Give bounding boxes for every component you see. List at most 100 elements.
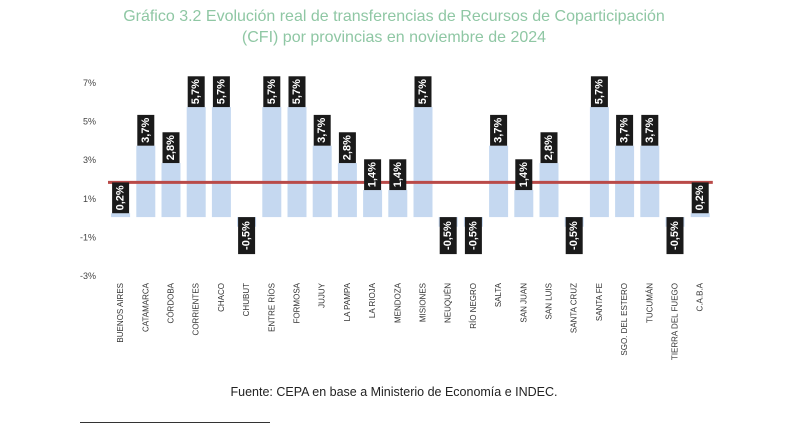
data-label-box-20 — [616, 114, 634, 146]
data-label-box-22 — [666, 217, 684, 255]
x-tick-label-5: CHUBUT — [242, 283, 251, 316]
x-tick-label-19: SANTA FE — [595, 283, 604, 321]
data-labels: 0,2% 3,7% 2,8% 5,7% 5,7% -0,5% 5,7% 5,7% 3,7% 2,8… — [112, 76, 709, 255]
data-label-text-6: 5,7% — [266, 79, 278, 104]
data-label-17: 2,8% — [540, 132, 558, 164]
data-label-text-1: 3,7% — [140, 118, 152, 143]
y-tick-label-4: -1% — [80, 232, 96, 242]
data-label-15: 3,7% — [490, 114, 508, 146]
x-tick-label-16: SAN JUAN — [519, 283, 528, 323]
y-tick-label-3: 1% — [83, 194, 96, 204]
bar-4 — [211, 107, 231, 218]
bar-19 — [589, 107, 609, 218]
data-label-box-9 — [338, 132, 356, 164]
data-label-box-12 — [414, 76, 432, 108]
data-label-18: -0,5% — [565, 217, 583, 255]
x-tick-label-22: TIERRA DEL FUEGO — [671, 283, 680, 360]
data-label-9: 2,8% — [338, 132, 356, 164]
data-label-3: 5,7% — [187, 76, 205, 108]
data-label-7: 5,7% — [288, 76, 306, 108]
y-tick-label-1: 5% — [83, 117, 96, 127]
data-label-16: 1,4% — [515, 159, 533, 191]
data-label-1: 3,7% — [137, 114, 155, 146]
data-label-23: 0,2% — [691, 182, 709, 214]
x-tick-label-6: ENTRE RÍOS — [267, 283, 276, 332]
data-label-box-8 — [313, 114, 331, 146]
data-label-text-17: 2,8% — [543, 135, 555, 160]
bar-23 — [690, 213, 710, 218]
data-label-box-4 — [212, 76, 230, 108]
bar-9 — [337, 163, 357, 218]
data-label-text-3: 5,7% — [190, 79, 202, 104]
x-tick-label-21: TUCUMÁN — [645, 283, 654, 323]
data-label-box-6 — [263, 76, 281, 108]
data-label-19: 5,7% — [590, 76, 608, 108]
x-tick-label-15: SALTA — [494, 282, 503, 307]
data-label-text-22: -0,5% — [669, 221, 681, 250]
bar-0 — [111, 213, 131, 218]
data-label-box-17 — [540, 132, 558, 164]
data-label-text-21: 3,7% — [644, 118, 656, 143]
data-label-21: 3,7% — [641, 114, 659, 146]
bar-6 — [262, 107, 282, 218]
data-label-12: 5,7% — [414, 76, 432, 108]
bar-chart: 7% 5% 3% 1% -1% -3% 0,2% 3,7% 2,8% 5,7% 5,7% -0,5%… — [80, 76, 713, 360]
data-label-text-23: 0,2% — [694, 185, 706, 210]
data-label-5: -0,5% — [238, 217, 256, 255]
data-label-text-18: -0,5% — [568, 221, 580, 250]
x-tick-label-8: JUJUY — [318, 282, 327, 308]
data-label-box-11 — [389, 159, 407, 191]
x-tick-label-17: SAN LUIS — [545, 283, 554, 319]
data-label-box-2 — [162, 132, 180, 164]
data-label-box-13 — [439, 217, 457, 255]
x-tick-label-1: CATAMARCA — [141, 282, 150, 332]
x-axis: BUENOS AIRES CATAMARCA CÓRDOBA CORRIENTES CH… — [116, 282, 705, 360]
x-tick-label-9: LA PAMPA — [343, 282, 352, 321]
data-label-6: 5,7% — [263, 76, 281, 108]
data-label-text-14: -0,5% — [467, 221, 479, 250]
data-label-2: 2,8% — [162, 132, 180, 164]
x-tick-label-7: FORMOSA — [293, 282, 302, 323]
data-label-box-10 — [364, 159, 382, 191]
data-label-text-13: -0,5% — [442, 221, 454, 250]
x-tick-label-10: LA RIOJA — [368, 282, 377, 318]
data-label-text-9: 2,8% — [341, 135, 353, 160]
data-label-box-5 — [238, 217, 256, 255]
data-label-14: -0,5% — [464, 217, 482, 255]
data-label-11: 1,4% — [389, 159, 407, 191]
data-label-box-14 — [464, 217, 482, 255]
x-tick-label-11: MENDOZA — [393, 282, 402, 323]
x-tick-label-14: RÍO NEGRO — [469, 283, 478, 329]
data-label-box-0 — [112, 182, 130, 214]
data-label-box-21 — [641, 114, 659, 146]
bar-12 — [413, 107, 433, 218]
chart-title: Gráfico 3.2 Evolución real de transferen… — [0, 6, 788, 48]
x-tick-label-2: CÓRDOBA — [167, 282, 176, 323]
data-label-text-0: 0,2% — [115, 185, 127, 210]
x-tick-label-18: SANTA CRUZ — [570, 283, 579, 333]
chart-title-line-2: (CFI) por provincias en noviembre de 202… — [241, 29, 547, 46]
data-label-text-11: 1,4% — [392, 162, 404, 187]
x-tick-label-0: BUENOS AIRES — [116, 283, 125, 343]
data-label-box-18 — [565, 217, 583, 255]
data-label-text-7: 5,7% — [291, 79, 303, 104]
bar-10 — [363, 190, 383, 218]
bar-3 — [186, 107, 206, 218]
y-axis: 7% 5% 3% 1% -1% -3% — [80, 78, 96, 281]
data-label-box-7 — [288, 76, 306, 108]
x-tick-label-3: CORRIENTES — [192, 283, 201, 335]
bar-7 — [287, 107, 307, 218]
bar-16 — [514, 190, 534, 218]
data-label-text-4: 5,7% — [215, 79, 227, 104]
data-label-text-20: 3,7% — [619, 118, 631, 143]
x-tick-label-4: CHACO — [217, 283, 226, 312]
y-tick-label-2: 3% — [83, 155, 96, 165]
data-label-box-16 — [515, 159, 533, 191]
data-label-box-15 — [490, 114, 508, 146]
source-note: Fuente: CEPA en base a Ministerio de Eco… — [230, 385, 558, 399]
data-label-text-5: -0,5% — [241, 221, 253, 250]
data-label-4: 5,7% — [212, 76, 230, 108]
bar-17 — [539, 163, 559, 218]
x-tick-label-13: NEUQUÉN — [444, 283, 453, 323]
data-label-text-16: 1,4% — [518, 162, 530, 187]
